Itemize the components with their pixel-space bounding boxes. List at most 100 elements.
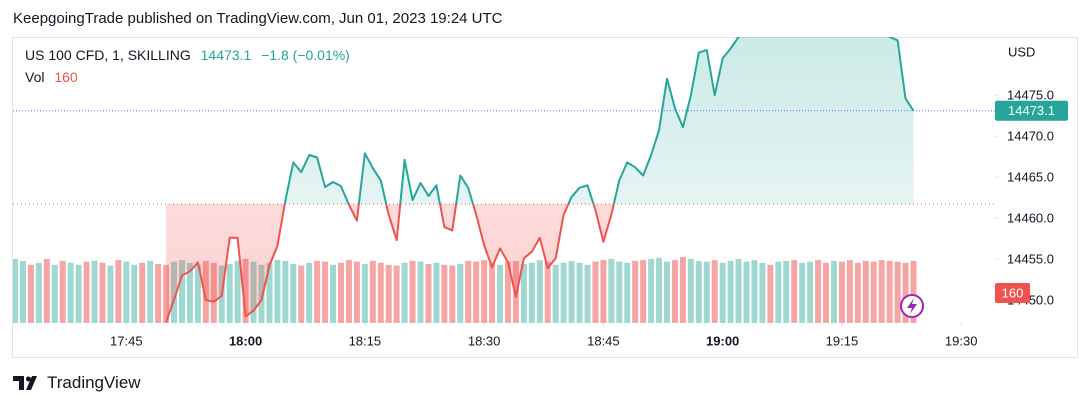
volume-bar xyxy=(664,261,670,323)
x-tick-label: 18:00 xyxy=(229,333,262,348)
volume-bar xyxy=(687,258,694,323)
price-line-down xyxy=(165,204,615,323)
volume-bar xyxy=(807,261,814,323)
volume-bar xyxy=(353,261,360,323)
volume-bar xyxy=(616,261,623,323)
x-tick-label: 19:30 xyxy=(945,333,978,348)
volume-bar xyxy=(75,264,82,323)
volume-bar xyxy=(520,263,527,323)
volume-bar xyxy=(552,264,559,323)
volume-bar xyxy=(345,260,352,323)
volume-bar xyxy=(497,264,504,323)
y-tick-label: 14455.0 xyxy=(1007,252,1054,267)
publish-header: KeepgoingTrade published on TradingView.… xyxy=(13,10,503,27)
volume-bar xyxy=(902,262,909,323)
volume-bar xyxy=(338,262,344,323)
volume-bar xyxy=(99,262,106,323)
footer: TradingView xyxy=(13,373,141,393)
volume-bar xyxy=(735,258,742,323)
volume-bar xyxy=(751,260,758,323)
volume-bar xyxy=(632,260,639,323)
volume-bar xyxy=(838,261,845,323)
volume-bar xyxy=(290,263,297,323)
alert-icon xyxy=(900,294,924,318)
volume-bar xyxy=(910,260,917,323)
volume-bar xyxy=(417,261,424,323)
volume-bar xyxy=(719,262,726,323)
volume-bar xyxy=(465,260,472,323)
volume-bar xyxy=(433,262,440,323)
volume-bar xyxy=(43,258,50,323)
volume-bar xyxy=(186,262,193,323)
volume-bar xyxy=(846,260,853,323)
volume-bar xyxy=(536,260,543,323)
volume-bar xyxy=(695,260,702,323)
volume-bar xyxy=(274,260,281,323)
last-price-tag-label: 14473.1 xyxy=(1008,103,1055,118)
volume-bar xyxy=(862,260,869,323)
volume-bar xyxy=(409,260,416,323)
volume-bar xyxy=(457,263,464,323)
alert-bolt xyxy=(907,298,917,314)
volume-bar xyxy=(830,260,837,323)
volume-bar xyxy=(369,260,376,323)
volume-bar xyxy=(679,257,686,323)
volume-bar xyxy=(743,261,750,323)
volume-bar xyxy=(576,262,583,323)
volume-bar xyxy=(107,265,114,323)
brand-name: TradingView xyxy=(47,373,141,392)
volume-bar xyxy=(441,264,448,323)
volume-bar xyxy=(449,265,456,323)
volume-bar xyxy=(123,261,130,323)
x-tick-label: 18:15 xyxy=(349,333,382,348)
volume-bar xyxy=(385,264,392,323)
x-tick-label: 18:30 xyxy=(468,333,501,348)
volume-bar xyxy=(870,261,877,323)
volume-bar xyxy=(894,261,901,323)
y-tick-label: 14470.0 xyxy=(1007,129,1054,144)
volume-bar xyxy=(163,264,170,323)
volume-bar xyxy=(886,260,893,323)
volume-bar xyxy=(322,261,329,323)
volume-bar xyxy=(600,260,607,323)
volume-bar xyxy=(13,258,18,323)
volume-bar xyxy=(51,264,58,323)
volume-bar xyxy=(147,260,154,323)
legend-last: 14473.1 xyxy=(200,47,252,63)
volume-bar xyxy=(19,260,26,323)
volume-bar xyxy=(481,260,488,323)
currency-label: USD xyxy=(1008,44,1035,59)
brand-logo xyxy=(13,376,37,390)
volume-bar xyxy=(592,261,599,323)
volume-bar xyxy=(282,260,289,323)
volume-bar xyxy=(194,264,201,323)
volume-bar xyxy=(83,261,90,323)
volume-bar xyxy=(473,261,480,323)
axes: 14450.014455.014460.014465.014470.014475… xyxy=(110,88,1068,348)
volume-bar xyxy=(266,262,273,323)
area-fill-down xyxy=(166,204,914,323)
volume-bar xyxy=(178,260,185,323)
volume-bar xyxy=(656,257,663,323)
volume-bar xyxy=(711,260,718,323)
x-tick-label: 19:15 xyxy=(826,333,859,348)
volume-bar xyxy=(854,262,861,323)
volume-bar xyxy=(783,260,790,323)
volume-bar xyxy=(568,260,575,323)
volume-legend: Vol 160 xyxy=(25,69,84,85)
volume-bar xyxy=(791,260,798,323)
last-volume-tag xyxy=(995,283,1030,303)
volume-bar xyxy=(91,260,98,323)
price-line-up xyxy=(283,37,915,205)
volume-bar xyxy=(401,262,408,323)
volume-bar xyxy=(425,263,432,323)
volume-bar xyxy=(155,263,162,323)
y-tick-label: 14465.0 xyxy=(1007,170,1054,185)
volume-bar xyxy=(544,261,551,323)
volume-bar xyxy=(27,264,34,323)
volume-bar xyxy=(528,262,535,323)
volume-bar xyxy=(131,264,138,323)
price-legend: US 100 CFD, 1, SKILLING 14473.1 −1.8 (−0… xyxy=(25,47,356,63)
